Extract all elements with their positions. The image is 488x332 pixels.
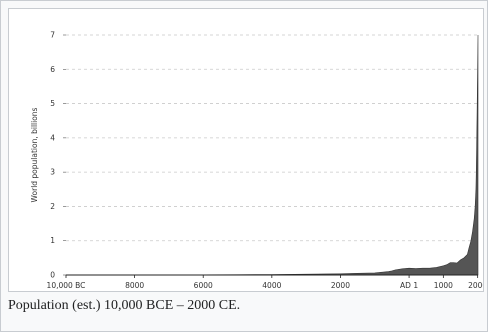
data-point xyxy=(470,241,471,242)
data-point xyxy=(477,34,478,35)
x-tick-label: 1000 xyxy=(434,281,453,290)
data-point xyxy=(477,69,478,70)
y-tick-label: 5 xyxy=(50,99,55,108)
data-point xyxy=(450,262,451,263)
data-point xyxy=(446,264,447,265)
x-tick-label: 10,000 BC xyxy=(47,281,86,290)
data-point xyxy=(429,268,430,269)
data-point xyxy=(476,137,477,138)
data-point xyxy=(340,273,341,274)
chart-caption: Population (est.) 10,000 BCE – 2000 CE. xyxy=(8,298,241,313)
population-area xyxy=(65,34,479,276)
data-point xyxy=(443,265,444,266)
chart-frame[interactable]: 0 1 2 3 4 5 6 7 10,000 BC 8000 6000 4000 2000 AD 1 100… xyxy=(8,8,484,292)
y-tick-label: 4 xyxy=(50,133,55,142)
x-tick-label: AD 1 xyxy=(400,281,418,290)
data-point xyxy=(474,218,475,219)
y-tick-label: 0 xyxy=(50,271,55,280)
data-point xyxy=(357,273,358,274)
data-point xyxy=(374,272,375,273)
x-tick-label: 4000 xyxy=(262,281,281,290)
x-tick-label: 2000 xyxy=(468,281,484,290)
y-tick-label: 3 xyxy=(50,168,55,177)
x-tick-label: 8000 xyxy=(125,281,144,290)
data-point xyxy=(456,262,457,263)
data-point xyxy=(463,257,464,258)
data-point xyxy=(415,268,416,269)
x-tick-label: 2000 xyxy=(331,281,350,290)
data-point xyxy=(436,267,437,268)
y-tick-label: 1 xyxy=(50,236,55,245)
data-point xyxy=(468,247,469,248)
data-point xyxy=(475,189,476,190)
y-tick-label: 6 xyxy=(50,65,55,74)
y-axis-title: World population, billions xyxy=(30,107,39,202)
data-point xyxy=(467,254,468,255)
data-point xyxy=(402,268,403,269)
population-chart: 0 1 2 3 4 5 6 7 10,000 BC 8000 6000 4000 2000 AD 1 100… xyxy=(30,31,484,291)
x-tick-label: 6000 xyxy=(194,281,213,290)
data-point xyxy=(453,262,454,263)
data-point xyxy=(460,259,461,260)
y-tick-label: 2 xyxy=(50,202,55,211)
data-point xyxy=(477,103,478,104)
y-tick-label: 7 xyxy=(50,31,55,40)
data-point xyxy=(476,172,477,173)
data-point xyxy=(388,271,389,272)
data-point xyxy=(422,268,423,269)
data-point xyxy=(475,206,476,207)
data-point xyxy=(408,268,409,269)
data-point xyxy=(395,269,396,270)
data-point xyxy=(391,270,392,271)
data-point xyxy=(472,231,473,232)
